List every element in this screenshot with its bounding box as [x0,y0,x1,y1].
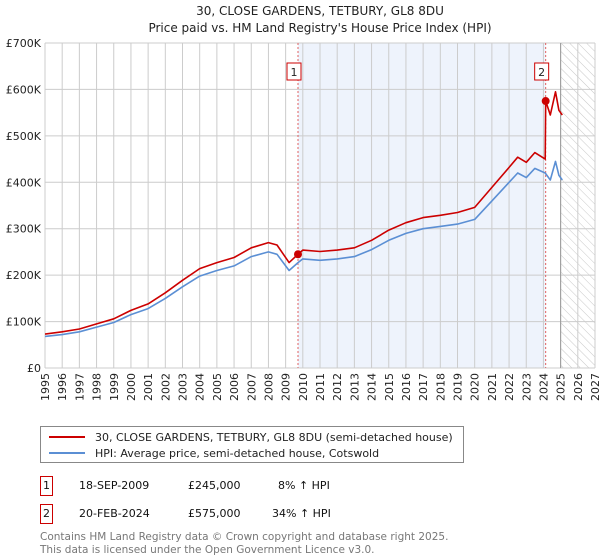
x-tick-label: 2023 [520,373,533,401]
x-tick-label: 2026 [572,373,585,401]
legend-swatch-property [49,436,85,438]
x-tick-label: 2010 [297,373,310,401]
x-tick-label: 2012 [331,373,344,401]
x-tick-label: 1997 [73,373,86,401]
legend-swatch-hpi [49,452,85,454]
legend-item-property: 30, CLOSE GARDENS, TETBURY, GL8 8DU (sem… [49,429,453,445]
sale-point [541,97,550,106]
x-tick-label: 1998 [91,373,104,401]
legend-label-hpi: HPI: Average price, semi-detached house,… [95,446,380,460]
x-tick-label: 1995 [39,373,52,401]
x-tick-label: 2016 [400,373,413,401]
sale-date: 20-FEB-2024 [79,507,150,520]
x-tick-label: 2003 [177,373,190,401]
x-tick-label: 2011 [314,373,327,401]
sale-badge: 1 [40,476,53,496]
y-tick-label: £500K [6,130,42,143]
chart-title-line2: Price paid vs. HM Land Registry's House … [148,21,491,35]
y-tick-label: £100K [6,316,42,329]
x-tick-label: 2005 [211,373,224,401]
x-tick-label: 2020 [469,373,482,401]
chart-title-line1: 30, CLOSE GARDENS, TETBURY, GL8 8DU [196,4,444,18]
x-tick-label: 2007 [245,373,258,401]
sale-price: £245,000 [188,479,241,492]
x-tick-label: 2002 [159,373,172,401]
sale-badge: 2 [40,504,53,524]
x-tick-label: 2008 [262,373,275,401]
x-tick-label: 2019 [452,373,465,401]
y-tick-label: £200K [6,269,42,282]
y-tick-label: £0 [27,362,41,375]
x-tick-label: 2009 [280,373,293,401]
x-tick-label: 2014 [366,373,379,401]
sale-hpi-change: 34% ↑ HPI [272,507,331,520]
x-tick-label: 1996 [56,373,69,401]
footer: Contains HM Land Registry data © Crown c… [40,531,448,557]
footer-line1: Contains HM Land Registry data © Crown c… [40,531,449,543]
sale-label: 2 [538,66,545,79]
legend-label-property: 30, CLOSE GARDENS, TETBURY, GL8 8DU (sem… [95,430,453,444]
x-tick-label: 1999 [108,373,121,401]
sale-date: 18-SEP-2009 [79,479,150,492]
x-tick-label: 2004 [194,373,207,401]
sale-row-2: 2 20-FEB-2024 £575,000 34% ↑ HPI [40,504,380,524]
legend-item-hpi: HPI: Average price, semi-detached house,… [49,445,453,461]
footer-line2: This data is licensed under the Open Gov… [40,544,375,556]
x-tick-label: 2015 [383,373,396,401]
sale-row-1: 1 18-SEP-2009 £245,000 8% ↑ HPI [40,476,380,496]
sale-hpi-change: 8% ↑ HPI [278,479,330,492]
price-chart: 30, CLOSE GARDENS, TETBURY, GL8 8DU Pric… [6,4,600,401]
legend: 30, CLOSE GARDENS, TETBURY, GL8 8DU (sem… [40,426,464,463]
x-tick-label: 2013 [348,373,361,401]
property-price-line [45,91,563,335]
x-tick-label: 2017 [417,373,430,401]
x-tick-label: 2024 [537,373,550,401]
x-tick-label: 2018 [434,373,447,401]
sale-label-box [286,62,302,81]
x-tick-label: 2000 [125,373,138,401]
y-tick-label: £400K [6,176,42,189]
x-tick-label: 2021 [486,373,499,401]
y-tick-label: £300K [6,223,42,236]
x-tick-label: 2006 [228,373,241,401]
x-tick-label: 2001 [142,373,155,401]
y-tick-label: £700K [6,37,42,50]
sale-label: 1 [291,66,298,79]
sale-price: £575,000 [188,507,241,520]
sale-label-box [534,62,550,81]
x-tick-label: 2025 [555,373,568,401]
shaded-period [298,43,546,368]
x-tick-label: 2027 [589,373,600,401]
sale-point [294,250,302,259]
x-tick-label: 2022 [503,373,516,401]
y-tick-label: £600K [6,83,42,96]
hpi-line [45,160,563,338]
